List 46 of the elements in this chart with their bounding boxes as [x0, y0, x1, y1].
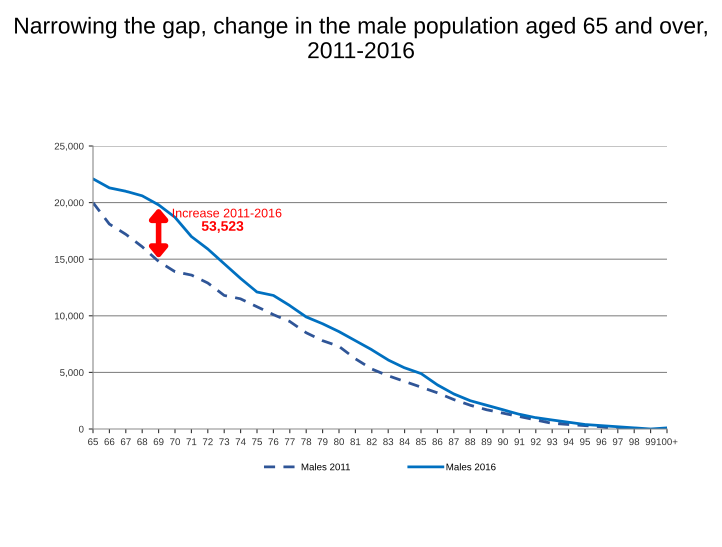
x-tick-label: 66 [104, 438, 114, 446]
x-tick-label: 100+ [656, 438, 678, 446]
x-tick-label: 65 [88, 438, 98, 446]
x-tick-label: 70 [170, 438, 180, 446]
x-tick-label: 81 [350, 438, 360, 446]
x-tick-label: 77 [284, 438, 295, 446]
legend-label: Males 2011 [302, 463, 350, 470]
x-tick-label: 96 [596, 438, 606, 446]
x-tick-label: 91 [514, 438, 524, 446]
x-tick-label: 94 [564, 438, 574, 446]
x-tick-label: 74 [236, 438, 246, 446]
x-tick-label: 92 [530, 438, 541, 446]
legend-label: Males 2016 [446, 463, 496, 470]
annotation: Increase 2011-2016 53,523 [172, 208, 282, 233]
y-tick-label: 20,000 [54, 199, 84, 208]
x-tick-label: 85 [416, 438, 426, 446]
x-tick-label: 90 [498, 438, 508, 446]
y-tick-label: 5,000 [60, 369, 84, 378]
x-tick-label: 84 [400, 438, 410, 446]
x-tick-label: 72 [202, 438, 213, 446]
x-tick-label: 67 [120, 438, 131, 446]
x-tick-label: 95 [580, 438, 590, 446]
y-tick-label: 0 [78, 426, 84, 433]
x-tick-label: 71 [186, 438, 196, 446]
x-tick-label: 73 [219, 438, 230, 446]
x-tick-label: 99 [646, 438, 656, 446]
x-tick-label: 88 [465, 438, 476, 446]
x-tick-label: 93 [547, 438, 558, 446]
y-tick-label: 15,000 [54, 256, 84, 264]
x-tick-label: 87 [448, 438, 459, 446]
x-tick-label: 80 [334, 438, 344, 446]
x-tick-label: 79 [318, 438, 328, 446]
x-tick-label: 78 [301, 438, 312, 446]
x-tick-label: 68 [137, 438, 148, 446]
x-tick-label: 75 [252, 438, 262, 446]
y-tick-label: 25,000 [54, 142, 84, 151]
y-tick-label: 10,000 [54, 312, 84, 321]
x-tick-label: 89 [482, 438, 492, 446]
x-tick-label: 69 [154, 438, 164, 446]
x-tick-label: 83 [383, 438, 394, 446]
x-tick-label: 76 [268, 438, 278, 446]
chart-title: Narrowing the gap, change in the male population aged 65 and over, 2011-2016 [15, 16, 707, 58]
x-tick-label: 98 [629, 438, 640, 446]
x-tick-label: 82 [366, 438, 377, 446]
x-tick-label: 86 [432, 438, 442, 446]
x-tick-label: 97 [612, 438, 623, 446]
